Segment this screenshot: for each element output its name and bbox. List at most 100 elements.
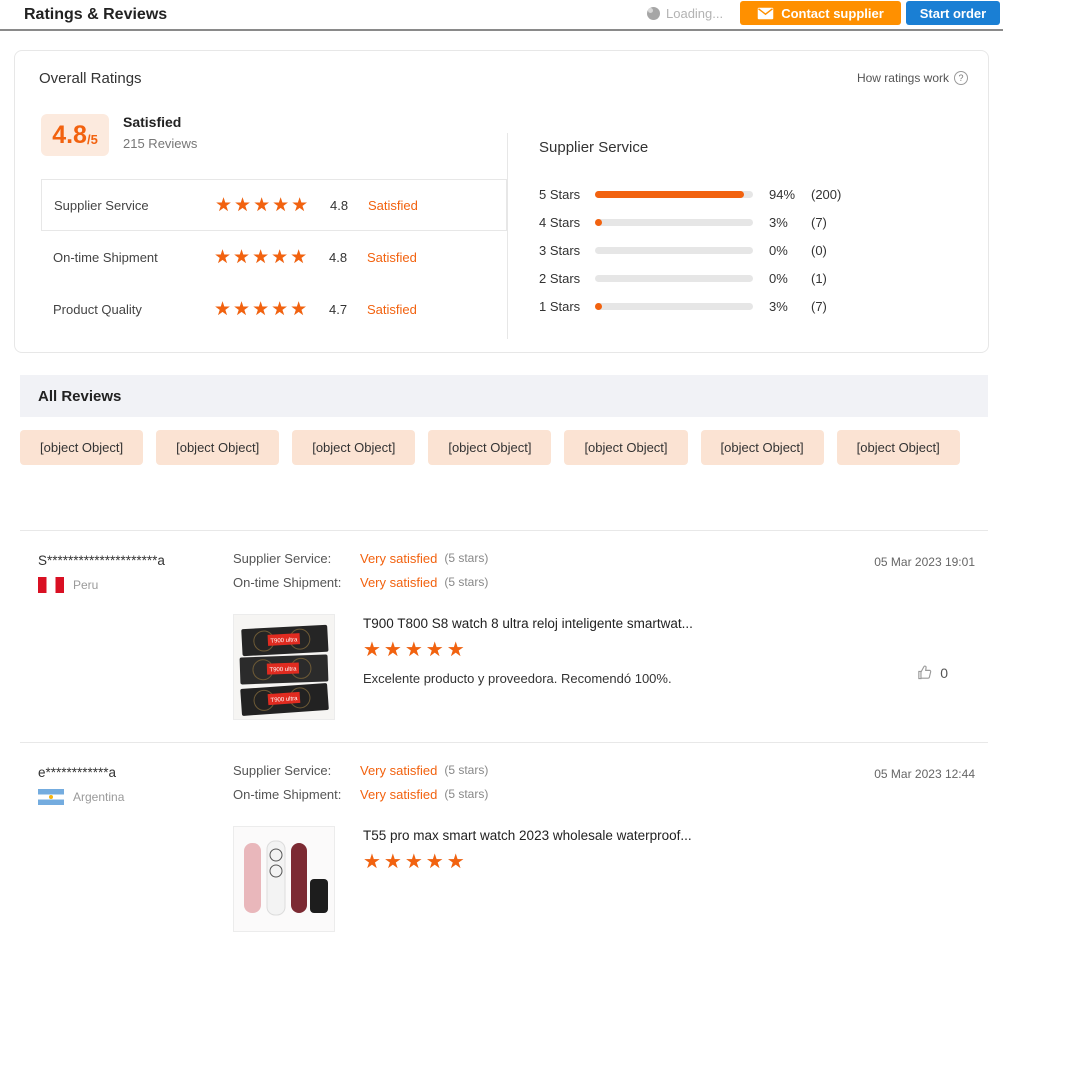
histogram-percent: 3% xyxy=(769,298,788,314)
thumbs-up-icon xyxy=(918,665,932,680)
category-score: 4.8 xyxy=(329,249,348,265)
start-order-button[interactable]: Start order xyxy=(906,1,1000,25)
rating-category-row[interactable]: On-time Shipment ★★★★★ ★★★★★ 4.8 Satisfi… xyxy=(41,231,507,283)
review-text: Excelente producto y proveedora. Recomen… xyxy=(363,671,672,686)
top-bar: Ratings & Reviews Loading... Contact sup… xyxy=(0,0,1073,31)
product-image-t900-boxes: T900 ultra T900 ultra T900 u xyxy=(234,615,334,719)
product-image-t55-straps xyxy=(234,827,334,931)
review-product-details: T900 T800 S8 watch 8 ultra reloj intelig… xyxy=(363,616,923,686)
review-date: 05 Mar 2023 12:44 xyxy=(874,767,975,781)
reviewer-country-row: Peru xyxy=(38,577,98,593)
filter-chip[interactable]: [object Object] xyxy=(20,430,144,465)
overall-ratings-title: Overall Ratings xyxy=(39,70,142,87)
histogram-row: 4 Stars 3% (7) xyxy=(539,208,979,236)
filter-chip[interactable]: [object Object] xyxy=(292,430,416,465)
histogram-row-label: 3 Stars xyxy=(539,242,581,258)
stars-background: ★★★★★ xyxy=(363,851,468,873)
stars-fill: ★★★★★ xyxy=(363,852,468,872)
overall-score-suffix: /5 xyxy=(86,131,98,147)
how-ratings-work-link[interactable]: How ratings work ? xyxy=(857,71,968,85)
stars-fill: ★★★★★ xyxy=(363,640,468,660)
histogram-title: Supplier Service xyxy=(539,139,649,156)
overall-reviews-count: 215 Reviews xyxy=(123,136,198,151)
product-title-link[interactable]: T55 pro max smart watch 2023 wholesale w… xyxy=(363,828,692,843)
supplier-service-value: Very satisfied xyxy=(360,550,438,566)
category-score: 4.7 xyxy=(329,301,348,317)
reviewer-country: Peru xyxy=(73,578,99,592)
stars-fill: ★★★★★ xyxy=(214,299,310,319)
ontime-shipment-label: On-time Shipment: xyxy=(233,786,342,802)
ontime-shipment-stars-note: (5 stars) xyxy=(444,787,489,801)
ontime-shipment-label: On-time Shipment: xyxy=(233,574,342,590)
histogram-percent: 3% xyxy=(769,214,788,230)
review-item: e************a Argentina Supplier Servic… xyxy=(20,742,988,1083)
category-label: On-time Shipment xyxy=(53,249,158,265)
rating-category-row[interactable]: Product Quality ★★★★★ ★★★★★ 4.7 Satisfie… xyxy=(41,283,507,335)
histogram-bar-fill xyxy=(595,218,603,226)
filter-chip[interactable]: [object Object] xyxy=(156,430,280,465)
supplier-service-value: Very satisfied xyxy=(360,762,438,778)
helpful-button[interactable]: 0 xyxy=(916,664,948,681)
how-ratings-work-label: How ratings work xyxy=(856,71,949,85)
histogram-percent: 0% xyxy=(769,270,788,286)
helpful-count: 0 xyxy=(940,664,948,681)
header-divider xyxy=(0,29,1003,31)
product-title-link[interactable]: T900 T800 S8 watch 8 ultra reloj intelig… xyxy=(363,616,693,631)
all-reviews-header: All Reviews xyxy=(20,375,988,417)
ontime-shipment-value: Very satisfied xyxy=(360,786,438,802)
stars-fill: ★★★★★ xyxy=(215,195,311,215)
page-title: Ratings & Reviews xyxy=(24,6,168,23)
rating-category-row[interactable]: Supplier Service ★★★★★ ★★★★★ 4.8 Satisfi… xyxy=(41,179,507,231)
spinner-icon xyxy=(647,7,660,20)
stars-background: ★★★★★ xyxy=(214,298,310,320)
product-thumbnail[interactable] xyxy=(233,826,335,932)
histogram-row-label: 5 Stars xyxy=(539,186,581,202)
product-thumbnail[interactable]: T900 ultra T900 ultra T900 u xyxy=(233,614,335,720)
histogram-count: (200) xyxy=(811,186,842,202)
filter-chip[interactable]: [object Object] xyxy=(700,430,824,465)
category-status: Satisfied xyxy=(367,301,417,317)
overall-score: 4.8 xyxy=(52,120,87,149)
histogram-row: 1 Stars 3% (7) xyxy=(539,292,979,320)
histogram-row: 5 Stars 94% (200) xyxy=(539,180,979,208)
start-order-label: Start order xyxy=(919,5,987,21)
histogram-count: (7) xyxy=(811,214,827,230)
envelope-icon xyxy=(757,7,774,19)
review-product-details: T55 pro max smart watch 2023 wholesale w… xyxy=(363,828,923,873)
loading-indicator: Loading... xyxy=(647,6,723,21)
reviewer-name: S*********************a xyxy=(38,553,165,568)
histogram-count: (1) xyxy=(811,270,827,286)
filter-chip[interactable]: [object Object] xyxy=(836,430,960,465)
all-reviews-title: All Reviews xyxy=(38,387,122,405)
contact-supplier-button[interactable]: Contact supplier xyxy=(740,1,901,25)
country-flag-icon xyxy=(38,577,64,593)
histogram-count: (7) xyxy=(811,298,827,314)
category-status: Satisfied xyxy=(368,197,418,213)
category-score: 4.8 xyxy=(330,197,349,213)
stars-fill: ★★★★★ xyxy=(214,247,310,267)
overall-score-summary: Satisfied 215 Reviews xyxy=(123,114,197,151)
overall-score-badge: 4.8 /5 xyxy=(41,114,109,156)
stars-background: ★★★★★ xyxy=(363,639,468,661)
category-label: Supplier Service xyxy=(54,197,149,213)
histogram-bar-fill xyxy=(595,190,744,198)
filter-chip[interactable]: [object Object] xyxy=(428,430,552,465)
histogram-row: 2 Stars 0% (1) xyxy=(539,264,979,292)
histogram-percent: 0% xyxy=(769,242,788,258)
histogram-bar-track xyxy=(595,302,753,310)
histogram-row: 3 Stars 0% (0) xyxy=(539,236,979,264)
review-filter-chips: [object Object] [object Object] [object Ob… xyxy=(20,430,988,478)
stars-background: ★★★★★ xyxy=(215,194,311,216)
supplier-service-line: Supplier Service: Very satisfied (5 star… xyxy=(233,546,488,570)
filter-chip[interactable]: [object Object] xyxy=(564,430,688,465)
panel-vertical-divider xyxy=(507,133,508,339)
category-star-rating: ★★★★★ ★★★★★ xyxy=(215,196,322,215)
category-star-rating: ★★★★★ ★★★★★ xyxy=(214,300,321,319)
histogram-bar-track xyxy=(595,274,753,282)
svg-text:T900 ultra: T900 ultra xyxy=(269,667,297,674)
histogram-rows: 5 Stars 94% (200) 4 Stars 3% (7) 3 Stars xyxy=(539,180,979,320)
supplier-service-label: Supplier Service: xyxy=(233,762,332,778)
ontime-shipment-line: On-time Shipment: Very satisfied (5 star… xyxy=(233,782,488,806)
histogram-bar-track xyxy=(595,218,753,226)
reviewer-country: Argentina xyxy=(73,790,125,804)
